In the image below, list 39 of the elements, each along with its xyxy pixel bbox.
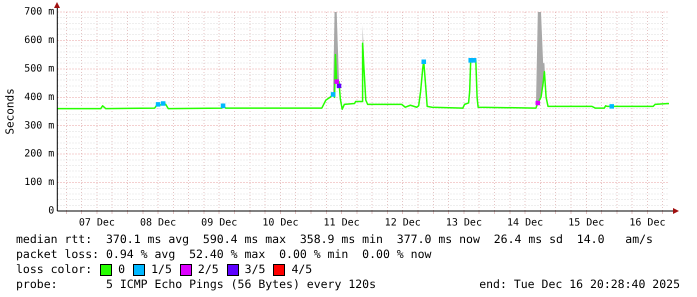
x-tick-label: 10 Dec [262, 218, 298, 229]
text: median rtt: 370.1 ms avg 590.4 ms max 358.9 ms min 377.0 ms now 26.4 ms sd 14.0 am/s [16, 232, 654, 247]
y-tick-label: 500 m [24, 63, 54, 74]
x-tick-label: 13 Dec [446, 218, 482, 229]
text: packet loss: 0.94 % avg 52.40 % max 0.00 % min 0.00 % now [16, 247, 432, 262]
point [609, 104, 614, 109]
x-tick-label: 15 Dec [568, 218, 604, 229]
x-tick-label: 08 Dec [140, 218, 176, 229]
point [330, 92, 336, 97]
x-tick-label: 16 Dec [629, 218, 666, 229]
text: end: Tue Dec 16 20:28:40 2025 [479, 277, 680, 292]
y-tick-label: 200 m [24, 148, 54, 160]
legend-label: 1/5 [151, 262, 172, 277]
point [536, 100, 540, 106]
y-tick-label: 300 m [24, 120, 54, 132]
y-tick-label: 400 m [24, 92, 54, 103]
x-tick-label: 14 Dec [507, 218, 544, 229]
legend-label: 4/5 [291, 262, 312, 277]
y-tick-label: 100 m [24, 177, 54, 188]
x-tick-label: 09 Dec [201, 218, 238, 229]
point [336, 84, 342, 88]
legend-title: loss color: [16, 262, 92, 277]
point [220, 104, 226, 108]
x-tick-label: 11 Dec [324, 218, 360, 229]
x-tick-label: 07 Dec [78, 218, 115, 229]
point [160, 101, 166, 106]
point [472, 58, 476, 63]
legend-label: 2/5 [198, 262, 219, 277]
text: probe: 5 ICMP Echo Pings (56 Bytes) every 120s [16, 277, 376, 292]
point [334, 79, 339, 84]
legend-label: 3/5 [244, 262, 266, 277]
y-tick-label: 600 m [24, 35, 54, 46]
x-tick-label: 12 Dec [384, 218, 421, 229]
point [156, 102, 160, 107]
y-axis-title: Seconds [3, 88, 16, 135]
y-tick-label: 700 m [24, 6, 54, 18]
legend-label: 0 [118, 262, 126, 277]
point [422, 59, 426, 64]
y-tick-label: 0 [48, 206, 54, 217]
